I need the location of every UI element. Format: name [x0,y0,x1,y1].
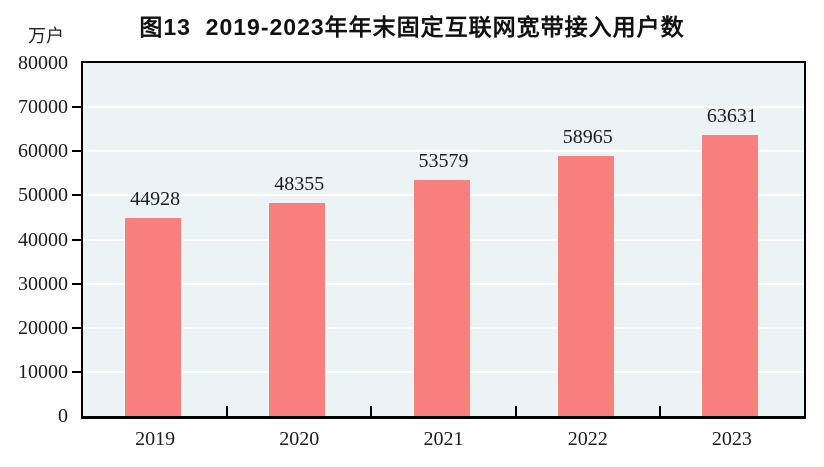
x-axis-label-2019: 2019 [135,428,176,450]
y-tick-label-70000: 70000 [18,96,68,119]
gridline-70000 [83,106,804,109]
x-tick-mark-3 [514,406,517,416]
bar-value-label-2019: 44928 [130,187,181,210]
y-tick-label-0: 0 [58,405,68,427]
y-tick-mark-10000 [72,370,81,373]
bar-2022 [557,155,614,416]
x-tick-mark-2 [370,406,373,416]
y-tick-label-30000: 30000 [18,272,68,295]
y-tick-mark-70000 [72,106,81,109]
x-tick-mark-1 [226,406,229,416]
y-tick-mark-60000 [72,150,81,153]
y-tick-label-50000: 50000 [18,184,68,207]
bar-2021 [413,179,470,416]
y-tick-mark-20000 [72,326,81,329]
y-tick-mark-30000 [72,282,81,285]
bar-2023 [701,135,758,416]
y-axis-unit-label: 万户 [28,26,64,46]
bar-value-label-2021: 53579 [418,149,469,172]
y-tick-label-60000: 60000 [18,140,68,163]
bar-2019 [125,217,182,416]
plot-area [81,61,806,419]
x-axis-label-2023: 2023 [711,428,752,450]
y-tick-mark-50000 [72,194,81,197]
bar-value-label-2023: 63631 [706,105,757,128]
bar-value-label-2022: 58965 [562,125,613,148]
chart-title: 图13 2019-2023年年末固定互联网宽带接入用户数 [139,14,685,40]
bar-value-label-2020: 48355 [274,172,325,195]
x-axis-label-2020: 2020 [279,428,320,450]
bar-2020 [269,202,326,416]
x-tick-mark-4 [658,406,661,416]
y-tick-label-20000: 20000 [18,316,68,339]
gridline-60000 [83,150,804,153]
x-axis-label-2021: 2021 [423,428,464,450]
y-tick-label-40000: 40000 [18,228,68,251]
y-tick-label-10000: 10000 [18,360,68,383]
y-tick-label-80000: 80000 [18,52,68,74]
x-axis-label-2022: 2022 [567,428,608,450]
y-tick-mark-40000 [72,238,81,241]
